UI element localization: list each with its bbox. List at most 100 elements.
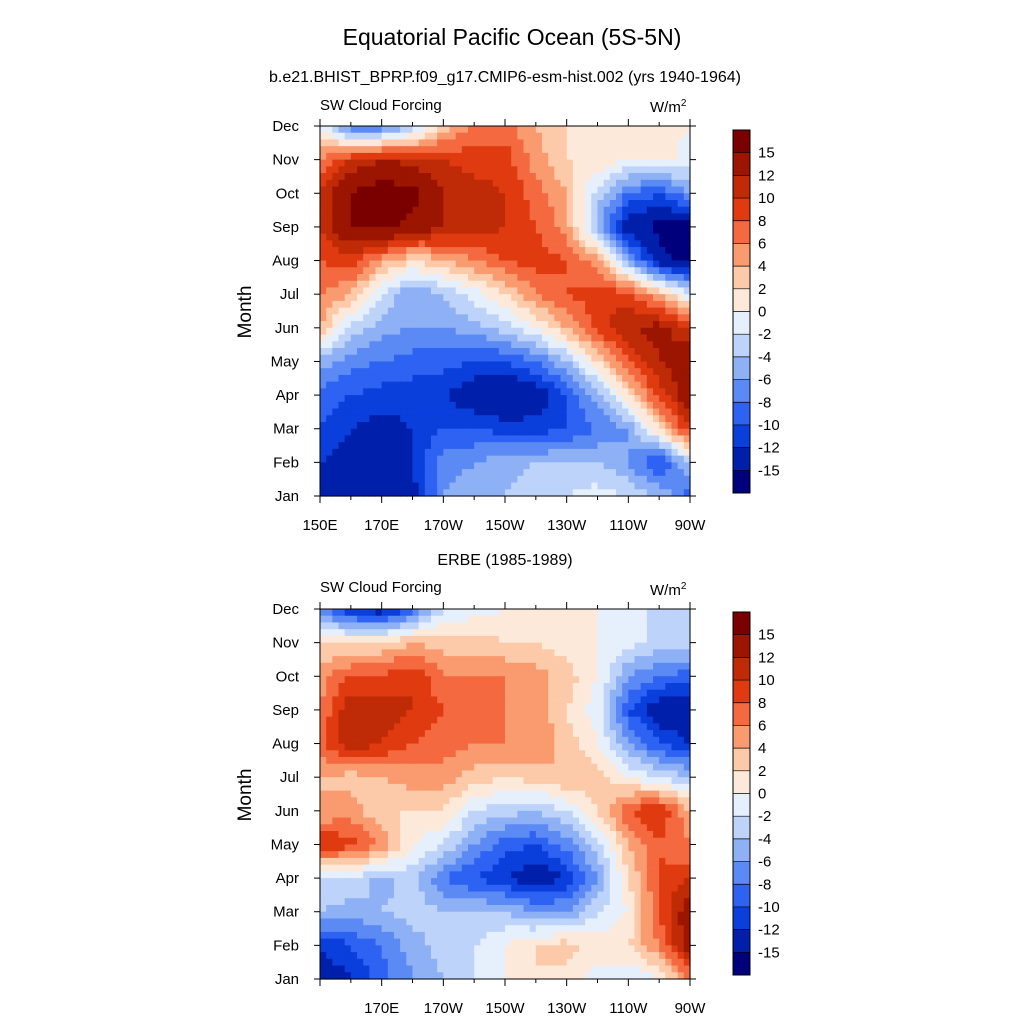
p1-heatmap-cell <box>554 220 562 228</box>
p1-heatmap-cell <box>424 462 432 470</box>
p1-heatmap-cell <box>622 374 629 383</box>
p1-heatmap-cell <box>387 166 395 174</box>
p2-heatmap-cell <box>542 757 549 765</box>
p2-heatmap-cell <box>387 696 395 704</box>
p1-heatmap-cell <box>461 374 469 383</box>
p1-heatmap-cell <box>585 482 592 490</box>
p2-heatmap-cell <box>523 649 531 657</box>
p1-heatmap-cell <box>357 462 364 470</box>
p1-heatmap-cell <box>548 166 555 174</box>
p1-heatmap-cell <box>505 126 512 134</box>
p2-heatmap-cell <box>554 736 562 745</box>
p2-heatmap-cell <box>363 703 370 711</box>
p1-heatmap-cell <box>320 314 327 322</box>
p1-colorbar-label: -10 <box>758 417 780 434</box>
p2-heatmap-cell <box>542 669 549 677</box>
p1-heatmap-cell <box>566 179 574 188</box>
p2-heatmap-cell <box>468 662 475 671</box>
p1-heatmap-cell <box>505 388 512 396</box>
p1-heatmap-cell <box>597 220 605 228</box>
p1-heatmap-cell <box>461 233 469 241</box>
p1-heatmap-cell <box>387 146 395 154</box>
p2-heatmap-cell <box>579 723 586 731</box>
p2-heatmap-cell <box>659 635 666 644</box>
p1-colorbar-swatch <box>733 379 750 403</box>
p1-heatmap-cell <box>572 415 580 423</box>
p1-heatmap-cell <box>381 294 389 302</box>
p1-heatmap-cell <box>517 489 525 497</box>
p1-heatmap-cell <box>381 442 389 450</box>
p1-heatmap-cell <box>609 395 617 403</box>
p1-heatmap-cell <box>609 401 617 410</box>
p1-heatmap-cell <box>461 321 469 329</box>
p2-heatmap-cell <box>659 716 666 724</box>
p1-heatmap-cell <box>554 415 562 423</box>
p1-heatmap-cell <box>480 314 488 322</box>
p2-heatmap-cell <box>517 723 525 731</box>
p1-heatmap-cell <box>320 233 327 241</box>
p1-heatmap-cell <box>400 287 407 295</box>
p2-heatmap-cell <box>424 609 432 617</box>
p1-heatmap-cell <box>326 482 333 490</box>
p1-heatmap-cell <box>665 334 673 342</box>
p1-heatmap-cell <box>591 186 599 194</box>
p1-heatmap-cell <box>554 361 562 369</box>
p1-heatmap-cell <box>505 152 512 161</box>
p2-heatmap-cell <box>585 703 592 711</box>
p1-heatmap-cell <box>554 287 562 295</box>
p1-heatmap-cell <box>579 482 586 490</box>
p1-heatmap-cell <box>387 401 395 410</box>
p1-heatmap-cell <box>677 193 685 201</box>
p1-heatmap-cell <box>671 408 679 416</box>
p1-heatmap-cell <box>591 146 599 154</box>
p1-heatmap-cell <box>554 132 562 141</box>
p1-heatmap-cell <box>443 422 451 430</box>
p1-heatmap-cell <box>326 173 333 181</box>
p2-heatmap-cell <box>400 730 407 738</box>
p1-heatmap-cell <box>449 408 457 416</box>
p1-heatmap-cell <box>332 475 340 484</box>
p1-heatmap-cell <box>572 395 580 403</box>
p1-heatmap-cell <box>548 193 555 201</box>
p1-heatmap-cell <box>665 213 673 221</box>
p1-heatmap-cell <box>579 435 586 443</box>
p1-heatmap-cell <box>394 220 401 228</box>
p1-heatmap-cell <box>424 200 432 208</box>
p1-heatmap-cell <box>424 327 432 336</box>
p1-heatmap-cell <box>320 489 327 497</box>
p2-heatmap-cell <box>480 629 488 637</box>
p2-heatmap-cell <box>449 723 457 731</box>
p1-heatmap-cell <box>437 287 444 295</box>
p2-heatmap-cell <box>400 649 407 657</box>
p1-heatmap-cell <box>517 455 525 463</box>
p1-heatmap-cell <box>394 354 401 363</box>
p2-heatmap-cell <box>585 736 592 745</box>
p1-heatmap-cell <box>406 334 414 342</box>
p2-heatmap-cell <box>461 676 469 684</box>
p1-heatmap-cell <box>585 247 592 255</box>
p1-heatmap-cell <box>665 294 673 302</box>
p1-heatmap-cell <box>646 260 654 268</box>
p2-heatmap-cell <box>529 609 537 617</box>
p1-heatmap-cell <box>665 179 673 188</box>
p2-heatmap-cell <box>665 656 673 664</box>
p1-heatmap-cell <box>449 159 457 167</box>
p1-heatmap-cell <box>529 247 537 255</box>
p1-heatmap-cell <box>381 321 389 329</box>
p1-heatmap-cell <box>474 482 481 490</box>
p1-heatmap-cell <box>406 233 414 241</box>
p2-heatmap-cell <box>437 642 444 650</box>
p1-heatmap-cell <box>665 442 673 450</box>
p1-heatmap-cell <box>350 482 358 490</box>
p2-heatmap-cell <box>418 777 426 785</box>
p1-heatmap-cell <box>677 428 685 437</box>
p1-heatmap-cell <box>412 193 420 201</box>
p2-heatmap-cell <box>418 723 426 731</box>
p1-heatmap-cell <box>572 146 580 154</box>
p1-heatmap-cell <box>653 220 660 228</box>
p1-heatmap-cell <box>511 448 518 457</box>
p1-heatmap-cell <box>455 455 463 463</box>
p1-heatmap-cell <box>344 307 352 315</box>
p2-heatmap-cell <box>381 696 389 704</box>
p1-heatmap-cell <box>492 314 500 322</box>
